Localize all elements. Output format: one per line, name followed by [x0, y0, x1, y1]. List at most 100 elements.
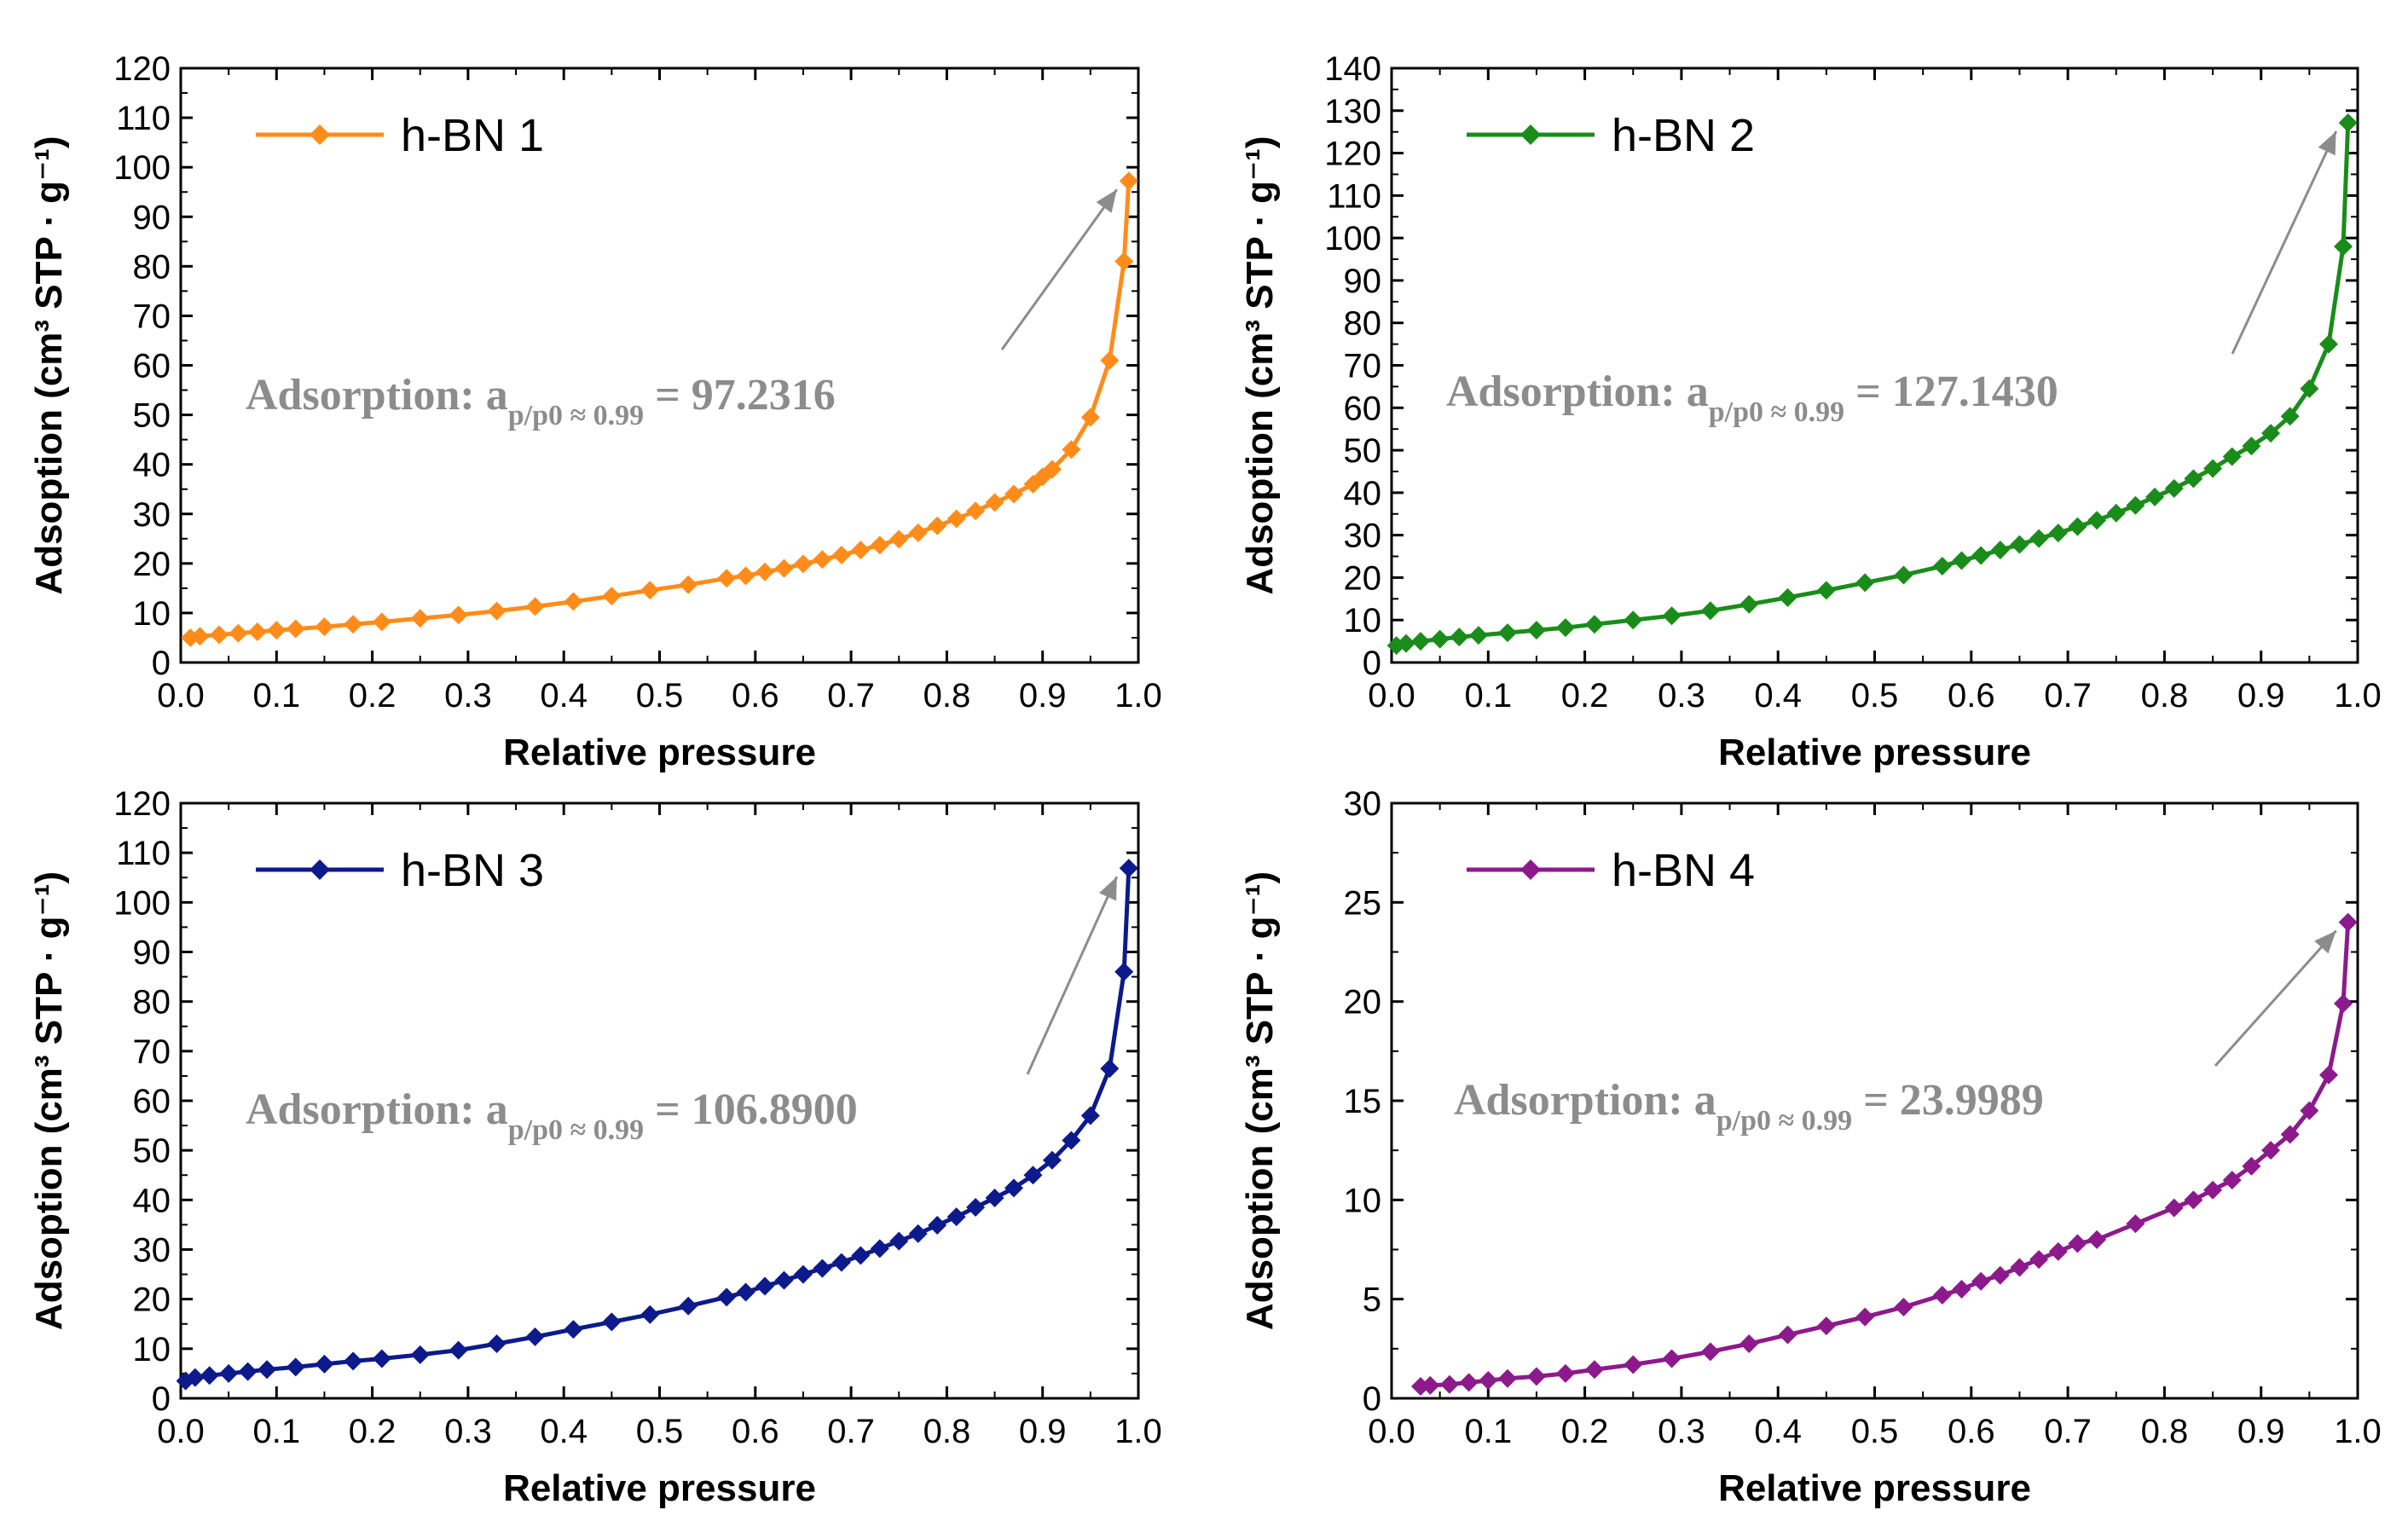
- data-point: [985, 493, 1004, 512]
- x-tick-label: 1.0: [1114, 677, 1162, 715]
- x-tick-label: 0.5: [636, 1413, 684, 1450]
- data-point: [2184, 469, 2203, 489]
- data-point: [2300, 379, 2319, 398]
- chart-panel-1: 0.0 0.1 0.2 0.3 0.4 0.5 0.6 0.7 0.8 0.9 1.0 0 10 20 30…: [28, 50, 1162, 773]
- x-tick-label: 0.9: [1019, 677, 1067, 715]
- data-point: [1459, 1373, 1479, 1392]
- data-point: [1062, 1131, 1081, 1150]
- data-point: [247, 622, 267, 641]
- x-tick-label: 0.0: [1368, 677, 1415, 715]
- annotation-arrow-head: [2318, 131, 2336, 156]
- plot-frame: [1390, 67, 2359, 664]
- data-point: [2164, 1198, 2184, 1218]
- data-point: [946, 1207, 966, 1227]
- annotation-text: Adsorption: ap/p0 ≈ 0.99 = 127.1430: [1446, 367, 2058, 428]
- data-point: [640, 581, 660, 600]
- data-point: [2145, 487, 2165, 506]
- y-tick-label: 100: [113, 884, 171, 922]
- y-tick-label: 130: [1324, 93, 1381, 130]
- data-point: [1042, 460, 1062, 479]
- x-tick-label: 0.0: [157, 677, 205, 715]
- legend-marker: [1520, 124, 1541, 145]
- data-point: [736, 566, 755, 586]
- x-tick-label: 0.7: [827, 677, 875, 715]
- data-point: [1700, 601, 1720, 621]
- data-point: [1624, 610, 1643, 630]
- y-tick-label: 100: [1324, 220, 1381, 257]
- data-point: [889, 529, 909, 549]
- y-axis-title: Adsoption (cm³ STP · g⁻¹): [1239, 871, 1281, 1330]
- data-point: [717, 569, 737, 588]
- data-point: [831, 545, 851, 564]
- data-point: [2126, 1214, 2145, 1234]
- data-point: [185, 1368, 205, 1387]
- annotation-value: = 106.8900: [644, 1085, 858, 1134]
- data-point: [851, 541, 871, 560]
- y-axis-title: Adsoption (cm³ STP · g⁻¹): [28, 136, 70, 594]
- data-point: [2068, 517, 2087, 536]
- x-tick-label: 0.6: [732, 1413, 779, 1450]
- annotation-arrow-line: [2231, 130, 2338, 355]
- data-point: [1555, 618, 1575, 638]
- y-tick-label: 30: [1344, 518, 1382, 555]
- data-point: [2029, 1250, 2049, 1270]
- y-tick-label: 90: [133, 934, 171, 972]
- data-point: [1662, 606, 1682, 626]
- data-point: [1971, 1271, 1991, 1291]
- y-tick-label: 30: [1344, 785, 1382, 823]
- data-point: [1894, 1297, 1913, 1316]
- y-tick-label: 80: [133, 248, 171, 286]
- data-point: [1042, 1150, 1062, 1170]
- y-tick-label: 10: [133, 1331, 171, 1368]
- x-tick-label: 0.6: [1948, 1413, 1995, 1450]
- y-tick-label: 120: [1324, 136, 1381, 173]
- data-point: [2203, 1180, 2223, 1200]
- data-point: [755, 562, 775, 581]
- annotation-subscript: p/p0 ≈ 0.99: [508, 1114, 644, 1146]
- data-point: [1526, 1367, 1546, 1386]
- x-tick-label: 0.8: [923, 677, 971, 715]
- data-point: [344, 1351, 363, 1371]
- data-point: [1114, 962, 1134, 981]
- x-tick-label: 0.9: [2237, 677, 2285, 715]
- data-point: [2334, 237, 2353, 257]
- data-point: [2300, 1101, 2319, 1120]
- annotation-text: Adsorption: ap/p0 ≈ 0.99 = 97.2316: [246, 371, 836, 431]
- y-tick-label: 50: [1344, 432, 1382, 470]
- data-point: [1396, 634, 1415, 653]
- data-point: [315, 617, 334, 637]
- data-point: [602, 587, 622, 606]
- x-tick-label: 0.1: [252, 677, 300, 715]
- data-point: [1990, 1265, 2010, 1285]
- y-tick-label: 0: [1363, 1380, 1381, 1418]
- x-tick-label: 0.4: [540, 1413, 588, 1450]
- x-tick-label: 0.3: [444, 1413, 492, 1450]
- y-tick-label: 20: [133, 546, 171, 583]
- data-point: [2126, 495, 2145, 515]
- annotation-subscript: p/p0 ≈ 0.99: [1716, 1105, 1852, 1137]
- x-tick-label: 0.1: [1464, 677, 1512, 715]
- data-point: [564, 1320, 583, 1339]
- x-tick-label: 0.4: [1754, 1413, 1802, 1450]
- data-point: [200, 1366, 219, 1386]
- x-axis-title: Relative pressure: [503, 732, 816, 773]
- x-tick-label: 0.3: [1658, 1413, 1705, 1450]
- data-point: [1497, 623, 1517, 643]
- x-tick-label: 0.7: [2044, 1413, 2092, 1450]
- data-point: [1700, 1342, 1720, 1362]
- legend-label: h-BN 2: [1612, 110, 1755, 161]
- y-tick-label: 20: [1344, 984, 1382, 1021]
- data-point: [525, 1327, 545, 1346]
- data-point: [1430, 629, 1450, 649]
- data-point: [755, 1276, 775, 1296]
- data-point: [908, 1224, 928, 1243]
- x-tick-label: 0.8: [923, 1413, 971, 1450]
- x-tick-label: 0.2: [1561, 677, 1609, 715]
- x-axis-title: Relative pressure: [503, 1467, 816, 1509]
- data-point: [1584, 615, 1604, 634]
- data-point: [1952, 1280, 1971, 1299]
- data-point: [1932, 556, 1952, 576]
- annotation-prefix: Adsorption: a: [246, 1085, 508, 1134]
- data-point: [736, 1282, 755, 1302]
- data-point: [1855, 573, 1875, 593]
